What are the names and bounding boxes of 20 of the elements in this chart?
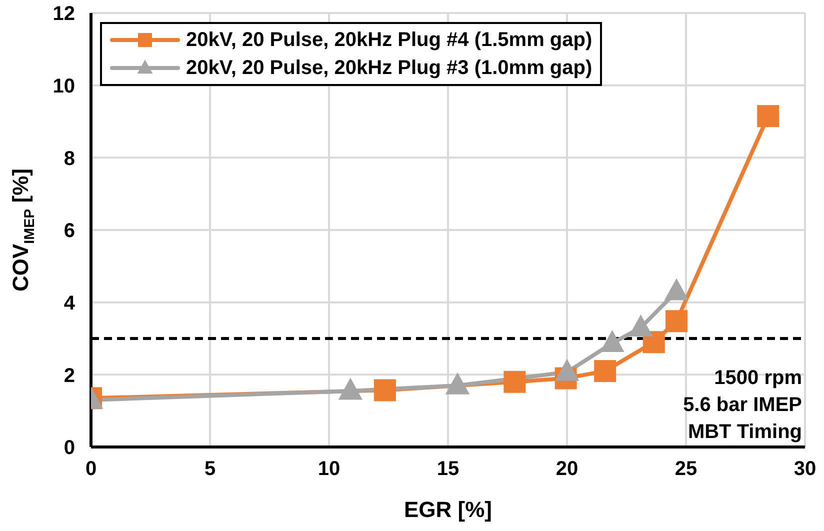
legend-label: 20kV, 20 Pulse, 20kHz Plug #3 (1.0mm gap): [186, 56, 592, 81]
x-tick-label: 15: [436, 458, 460, 480]
y-tick-label: 0: [64, 437, 75, 460]
annotation: 5.6 bar IMEP: [683, 393, 802, 418]
y-tick-label: 10: [52, 75, 75, 98]
y-tick-label: 2: [64, 364, 75, 387]
annotation: 1500 rpm: [713, 366, 802, 391]
x-tick-label: 5: [204, 458, 216, 480]
x-tick-label: 0: [85, 458, 97, 480]
legend-label: 20kV, 20 Pulse, 20kHz Plug #4 (1.5mm gap): [186, 28, 592, 53]
x-tick-label: 20: [556, 458, 578, 480]
x-tick-label: 25: [674, 458, 698, 480]
y-tick-label: 8: [64, 148, 75, 170]
x-tick-label: 30: [794, 458, 816, 480]
y-tick-label: 4: [64, 292, 76, 314]
y-tick-label: 6: [64, 220, 75, 242]
y-tick-label: 12: [52, 3, 75, 26]
x-axis-title: EGR [%]: [404, 497, 492, 522]
x-tick-label: 10: [318, 458, 340, 480]
annotation: MBT Timing: [686, 420, 802, 445]
